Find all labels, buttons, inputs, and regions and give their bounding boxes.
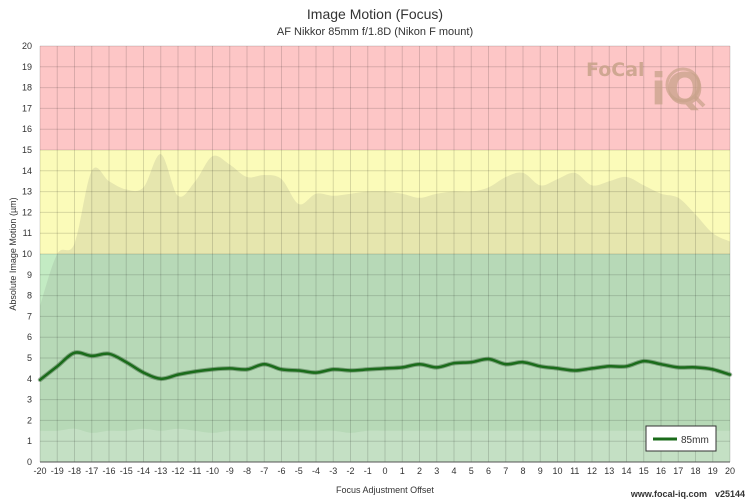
y-tick-label: 5 <box>27 353 32 363</box>
x-tick-label: 5 <box>469 466 474 476</box>
logo-text-focal: FoCal <box>586 59 645 81</box>
band-2 <box>40 46 730 150</box>
x-tick-label: -3 <box>329 466 337 476</box>
x-tick-label: -5 <box>295 466 303 476</box>
x-tick-label: 3 <box>434 466 439 476</box>
focal-iq-logo: FoCal iQ <box>586 59 706 115</box>
x-axis-label: Focus Adjustment Offset <box>336 485 434 495</box>
x-tick-label: 18 <box>690 466 700 476</box>
band-0 <box>40 254 730 462</box>
series-line-85mm <box>38 351 732 382</box>
y-tick-label: 2 <box>27 415 32 425</box>
y-tick-label: 13 <box>22 187 32 197</box>
x-tick-label: -18 <box>68 466 81 476</box>
footer-url: www.focal-iq.com <box>630 489 707 499</box>
x-tick-label: -20 <box>33 466 46 476</box>
y-tick-label: 4 <box>27 374 32 384</box>
x-tick-label: -19 <box>51 466 64 476</box>
x-tick-label: 7 <box>503 466 508 476</box>
range-area <box>40 154 730 462</box>
x-tick-label: -8 <box>243 466 251 476</box>
y-tick-label: 19 <box>22 62 32 72</box>
quality-bands <box>40 46 730 462</box>
footer-version: v25144 <box>715 489 745 499</box>
y-tick-label: 1 <box>27 436 32 446</box>
y-tick-label: 18 <box>22 83 32 93</box>
x-tick-label: -14 <box>137 466 150 476</box>
x-tick-label: 10 <box>552 466 562 476</box>
chart-subtitle: AF Nikkor 85mm f/1.8D (Nikon F mount) <box>277 26 473 38</box>
x-tick-label: 2 <box>417 466 422 476</box>
y-tick-label: 20 <box>22 41 32 51</box>
series-layer <box>37 350 733 383</box>
legend-label: 85mm <box>681 435 709 446</box>
y-tick-label: 11 <box>23 228 32 238</box>
x-tick-label: -2 <box>346 466 354 476</box>
x-tick-label: 13 <box>604 466 614 476</box>
y-tick-label: 9 <box>27 270 32 280</box>
logo-magnifier-ring <box>665 67 701 103</box>
x-tick-label: 19 <box>708 466 718 476</box>
x-tick-label: -13 <box>154 466 167 476</box>
y-tick-label: 16 <box>22 124 32 134</box>
x-tick-label: 16 <box>656 466 666 476</box>
x-tick-label: 9 <box>538 466 543 476</box>
y-tick-label: 17 <box>22 103 32 113</box>
x-tick-label: -16 <box>102 466 115 476</box>
y-tick-label: 10 <box>22 249 32 259</box>
y-tick-label: 12 <box>22 207 32 217</box>
x-tick-label: -17 <box>85 466 98 476</box>
x-tick-label: -11 <box>189 466 201 476</box>
x-tick-label: -1 <box>364 466 372 476</box>
x-tick-label: -12 <box>171 466 184 476</box>
x-tick-label: -9 <box>226 466 234 476</box>
x-tick-label: -4 <box>312 466 320 476</box>
x-tick-label: 12 <box>587 466 597 476</box>
x-tick-label: 15 <box>639 466 649 476</box>
chart-title: Image Motion (Focus) <box>307 6 443 22</box>
y-tick-label: 15 <box>22 145 32 155</box>
x-tick-label: 0 <box>382 466 387 476</box>
x-tick-label: 4 <box>451 466 456 476</box>
y-tick-label: 0 <box>27 457 32 467</box>
x-tick-label: 20 <box>725 466 735 476</box>
band-1 <box>40 150 730 254</box>
x-tick-label: -10 <box>206 466 219 476</box>
range-upper-area <box>40 154 730 462</box>
y-tick-label: 3 <box>27 395 32 405</box>
grid <box>39 45 731 463</box>
x-tick-label: 17 <box>673 466 683 476</box>
x-tick-label: -15 <box>120 466 133 476</box>
y-tick-label: 6 <box>27 332 32 342</box>
range-lower-area <box>40 428 730 462</box>
legend: 85mm <box>645 425 717 452</box>
x-tick-label: 1 <box>400 466 405 476</box>
logo-magnifier-handle <box>693 95 706 108</box>
x-tick-label: 14 <box>621 466 631 476</box>
x-tick-labels: -20 -19 -18 -17 -16 -15 -14 -13 -12 -11 -10 -9 -8 -7-… <box>33 466 735 476</box>
y-tick-label: 7 <box>27 311 32 321</box>
y-tick-label: 8 <box>27 291 32 301</box>
x-tick-label: -7 <box>260 466 268 476</box>
x-tick-label: -6 <box>277 466 285 476</box>
x-tick-label: 11 <box>570 466 579 476</box>
y-axis-label: Absolute Image Motion (µm) <box>8 197 18 310</box>
y-tick-label: 14 <box>22 166 32 176</box>
x-tick-label: 6 <box>486 466 491 476</box>
x-tick-label: 8 <box>520 466 525 476</box>
